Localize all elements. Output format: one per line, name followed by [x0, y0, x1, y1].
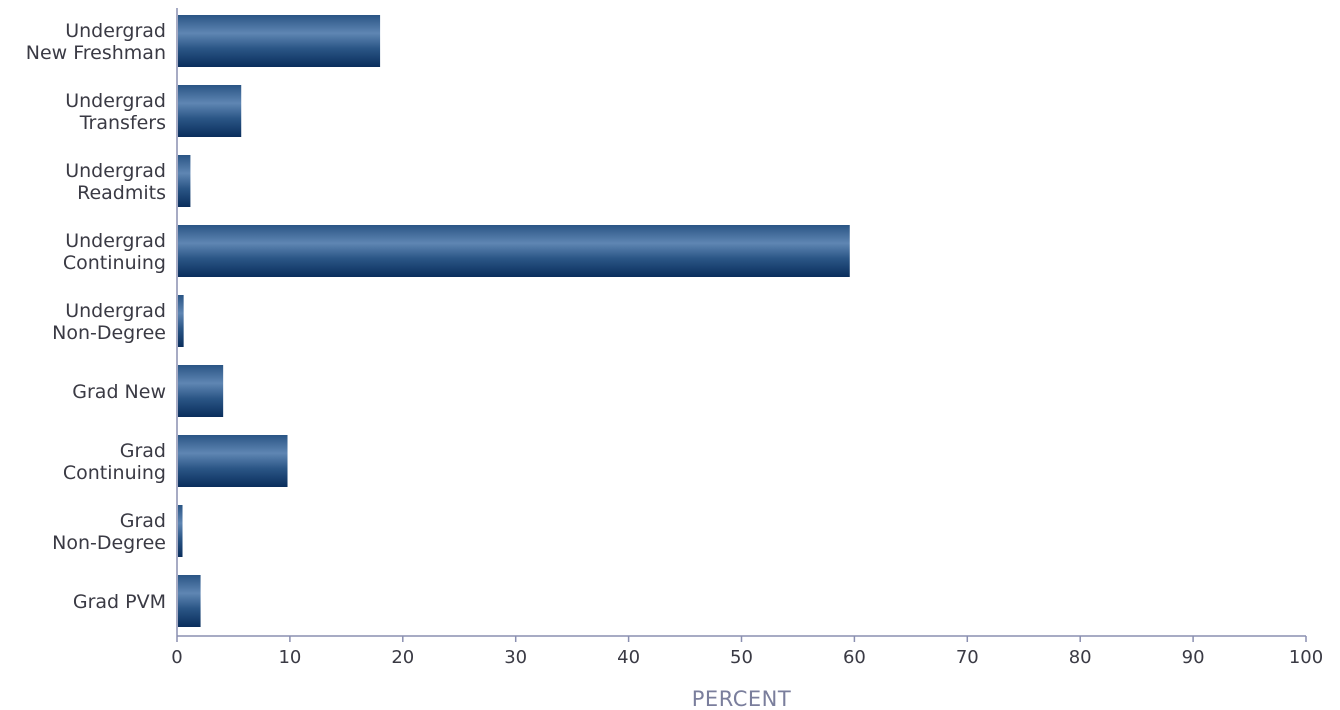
- bar-3: [178, 225, 850, 277]
- x-tick-label-10: 100: [1289, 647, 1323, 668]
- bar-6: [178, 435, 288, 487]
- x-tick-label-8: 80: [1069, 647, 1092, 668]
- category-label-0: Undergrad New Freshman: [26, 20, 166, 64]
- category-label-7: Grad Non-Degree: [52, 510, 166, 554]
- bar-5: [178, 365, 224, 417]
- category-label-5: Grad New: [72, 381, 166, 403]
- category-label-8: Grad PVM: [73, 591, 166, 613]
- bar-0: [178, 15, 381, 67]
- category-label-6: Grad Continuing: [63, 440, 166, 484]
- bars-group: [178, 15, 850, 627]
- x-axis-ticks: 0 10 20 30 40 50 60 70 80 90 100: [171, 636, 1323, 668]
- x-tick-label-6: 60: [843, 647, 866, 668]
- category-labels: Undergrad New Freshman Undergrad Transfers U…: [26, 20, 166, 613]
- category-label-3: Undergrad Continuing: [63, 230, 166, 274]
- x-tick-label-5: 50: [730, 647, 753, 668]
- category-label-4: Undergrad Non-Degree: [52, 300, 166, 344]
- x-axis-title: PERCENT: [692, 687, 791, 710]
- x-tick-label-3: 30: [504, 647, 527, 668]
- x-tick-label-9: 90: [1182, 647, 1205, 668]
- x-tick-label-7: 70: [956, 647, 979, 668]
- x-tick-label-0: 0: [171, 647, 182, 668]
- x-tick-label-4: 40: [617, 647, 640, 668]
- bar-4: [178, 295, 184, 347]
- bar-1: [178, 85, 242, 137]
- x-tick-label-1: 10: [278, 647, 301, 668]
- category-label-1: Undergrad Transfers: [65, 90, 166, 134]
- bar-7: [178, 505, 183, 557]
- category-label-2: Undergrad Readmits: [65, 160, 166, 204]
- x-tick-label-2: 20: [391, 647, 414, 668]
- bar-2: [178, 155, 191, 207]
- bar-8: [178, 575, 201, 627]
